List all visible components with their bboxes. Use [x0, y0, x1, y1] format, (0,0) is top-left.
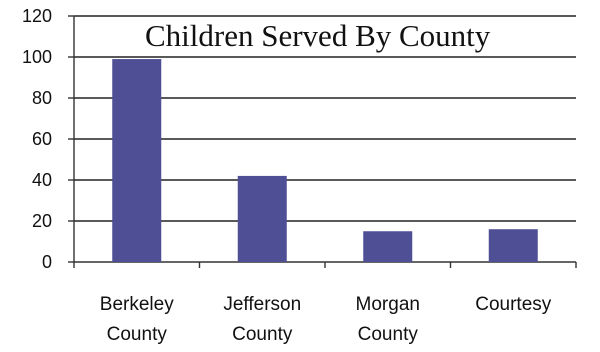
y-tick-label-40: 40 — [32, 170, 52, 190]
y-tick-label-80: 80 — [32, 88, 52, 108]
bar-2 — [363, 231, 413, 262]
x-category-label-line: Morgan — [356, 294, 420, 315]
bar-0 — [112, 59, 162, 262]
bars — [112, 59, 538, 262]
bar-1 — [237, 175, 287, 262]
x-category-label-3: Courtesy — [475, 294, 552, 315]
bar-3 — [488, 229, 538, 262]
x-category-label-line: County — [232, 324, 293, 345]
x-category-label-0: Berkeley County — [100, 294, 174, 345]
x-category-label-line: County — [358, 324, 419, 345]
x-category-label-line: Courtesy — [475, 294, 552, 315]
x-category-label-1: Jefferson County — [223, 294, 301, 345]
y-tick-label-120: 120 — [22, 6, 52, 26]
x-category-label-2: Morgan County — [356, 294, 420, 345]
x-category-label-line: Berkeley — [100, 294, 174, 315]
chart-title: Children Served By County — [145, 18, 491, 53]
y-tick-label-0: 0 — [42, 252, 52, 272]
y-tick-label-100: 100 — [22, 47, 52, 67]
x-category-label-line: Jefferson — [223, 294, 301, 315]
y-tick-label-60: 60 — [32, 129, 52, 149]
y-tick-label-20: 20 — [32, 211, 52, 231]
x-category-labels: Berkeley County Jefferson County Morgan Count… — [100, 294, 552, 345]
x-category-label-line: County — [107, 324, 168, 345]
y-tick-labels: 0 20 40 60 80 100 120 — [22, 6, 52, 272]
